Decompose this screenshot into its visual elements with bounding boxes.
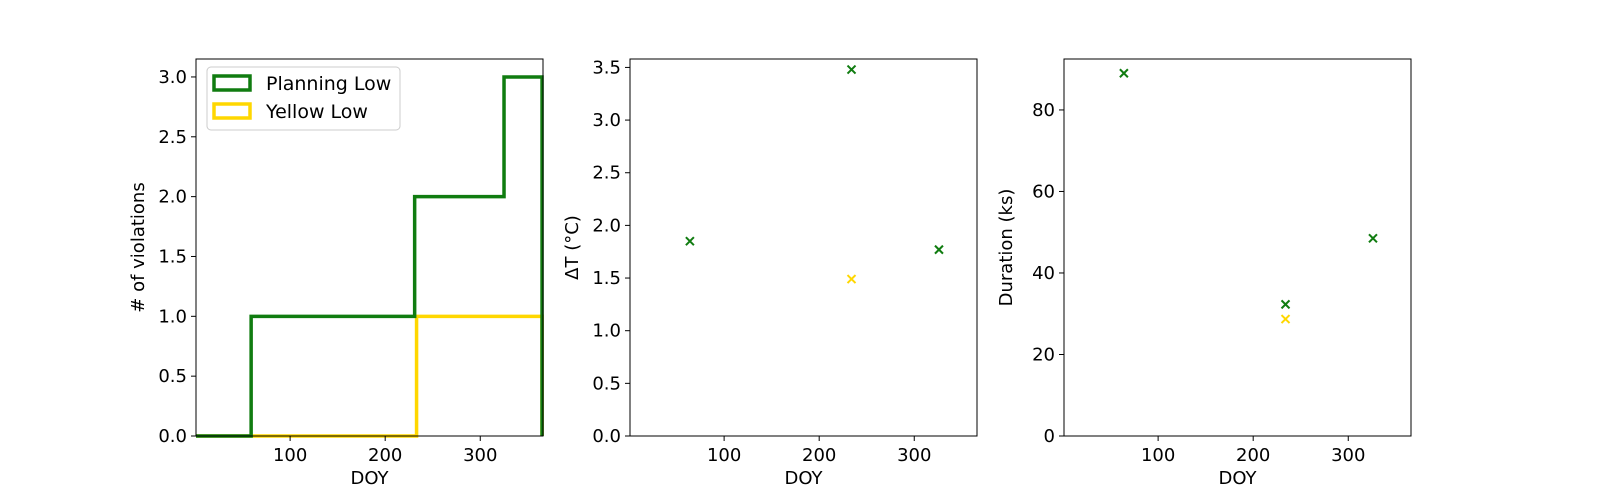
legend-swatch-planning-low [212,74,252,92]
x-axis-label: DOY [1218,468,1257,489]
x-tick-label: 300 [1331,445,1365,466]
y-tick-label: 1.5 [158,246,187,267]
x-tick-label: 300 [463,445,497,466]
violations-step-chart: 100 200 300 0.0 0.5 1.0 1.5 2.0 2.5 3.0 DOY # of … [128,58,544,489]
plot-frame [1063,58,1412,437]
scatter-point [934,244,944,255]
y-tick-label: 40 [1032,263,1055,284]
plot-frame [195,58,544,437]
y-tick-label: 2.0 [592,215,621,236]
duration-scatter-chart: 100 200 300 0 20 40 60 80 DOY Duration (ks) [996,58,1412,489]
scatter-point [1119,68,1129,78]
x-tick-label: 100 [707,445,741,466]
x-axis-label: DOY [784,468,823,489]
y-tick-label: 2.5 [158,127,187,148]
y-tick-label: 0.5 [592,373,621,394]
y-tick-label: 3.5 [592,57,621,78]
scatter-point [1280,314,1291,324]
y-tick-label: 2.0 [158,187,187,208]
scatter-point [846,274,857,284]
scatter-point [1280,299,1291,310]
y-tick-label: 20 [1032,344,1055,365]
legend: Planning Low Yellow Low [206,66,401,131]
step-line-yellow-low [196,314,544,438]
y-tick-label: 0.0 [592,426,621,447]
y-tick-label: 80 [1032,100,1055,121]
y-axis-label: # of violations [128,182,149,312]
y-tick-label: 0.0 [158,426,187,447]
x-tick-label: 200 [1236,445,1270,466]
y-tick-label: 3.0 [158,67,187,88]
y-tick-label: 1.0 [592,321,621,342]
y-tick-label: 2.5 [592,163,621,184]
y-axis-label: Duration (ks) [996,189,1017,307]
legend-label-yellow-low: Yellow Low [265,101,368,123]
x-tick-label: 200 [368,445,402,466]
x-tick-label: 100 [273,445,307,466]
y-tick-label: 0.5 [158,366,187,387]
scatter-point [1368,233,1378,244]
step-line-planning-low [196,75,544,438]
y-tick-label: 0 [1044,426,1055,447]
y-tick-label: 1.0 [158,306,187,327]
y-tick-label: 1.5 [592,268,621,289]
scatter-point [685,236,695,246]
x-axis-label: DOY [350,468,389,489]
x-tick-label: 100 [1141,445,1175,466]
legend-swatch-yellow-low [212,102,252,120]
y-tick-label: 60 [1032,181,1055,202]
x-tick-label: 300 [897,445,931,466]
legend-box [206,66,401,131]
y-tick-label: 3.0 [592,110,621,131]
y-axis-label: ΔT (°C) [562,215,583,280]
scatter-point [846,64,857,75]
x-tick-label: 200 [802,445,836,466]
legend-label-planning-low: Planning Low [266,73,391,95]
delta-t-scatter-chart: 100 200 300 0.0 0.5 1.0 1.5 2.0 2.5 3.0 3.5 DOY ΔT… [562,57,978,489]
plot-frame [629,58,978,437]
